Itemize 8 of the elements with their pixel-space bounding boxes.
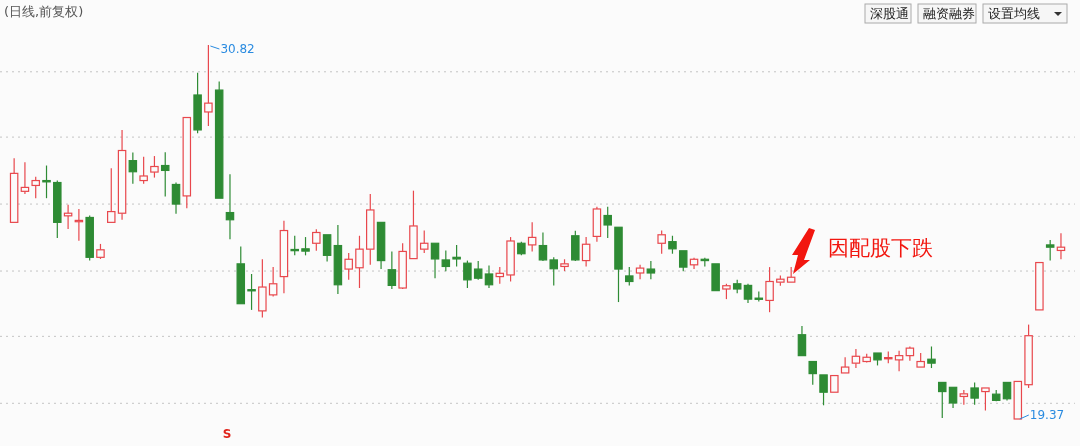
text: 融资融券 <box>923 6 975 21</box>
text: 设置均线 <box>988 6 1040 21</box>
annotation: 19.37 <box>1029 408 1065 422</box>
chart-title: (日线,前复权) <box>4 4 84 19</box>
text: 深股通 <box>870 6 909 21</box>
text: S <box>222 427 232 441</box>
annotation: 因配股下跌 <box>828 236 933 260</box>
annotation: 30.82 <box>220 42 255 56</box>
